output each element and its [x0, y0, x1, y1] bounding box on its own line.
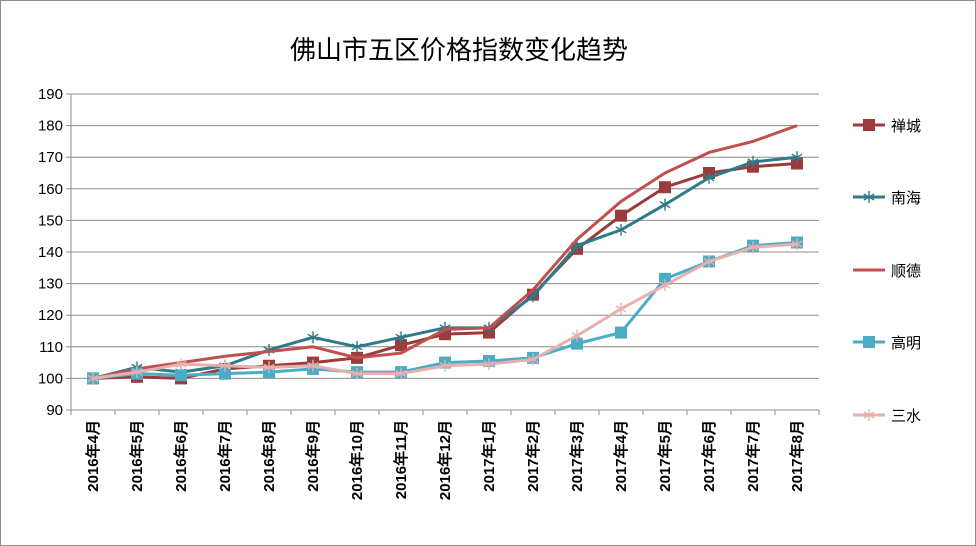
y-tick-label: 180 [38, 118, 63, 135]
x-tick-label: 2017年5月 [656, 420, 674, 492]
data-point [615, 223, 627, 236]
data-point [747, 155, 759, 168]
data-point [395, 367, 407, 380]
x-tick-label: 2016年10月 [348, 420, 366, 500]
x-tick-label: 2016年9月 [304, 420, 322, 492]
y-tick-label: 150 [38, 212, 63, 229]
data-point [791, 157, 803, 170]
data-point [307, 331, 319, 344]
data-point [175, 369, 187, 382]
series-4 [87, 238, 803, 385]
series-2 [92, 124, 798, 380]
x-tick-label: 2017年8月 [788, 420, 806, 492]
y-tick-label: 160 [38, 181, 63, 198]
legend-item: 禅城 [853, 117, 921, 135]
y-tick-label: 110 [39, 339, 63, 356]
x-tick-label: 2016年4月 [84, 420, 102, 492]
x-tick-label: 2017年7月 [744, 420, 762, 492]
x-tick-labels: 2016年4月 2016年5月 2016年6月 2016年7月 2016年8月 2016年… [84, 420, 806, 500]
y-tick-label: 170 [38, 149, 63, 166]
x-tick-label: 2017年6月 [700, 420, 718, 492]
data-point [175, 358, 187, 371]
data-point [351, 340, 363, 353]
x-tick-label: 2016年6月 [172, 420, 190, 492]
data-point [263, 361, 275, 374]
x-tick-label: 2017年4月 [612, 420, 630, 492]
data-point [131, 366, 143, 379]
data-point [615, 209, 627, 222]
data-point [615, 302, 627, 315]
axes [66, 93, 820, 415]
data-point [219, 367, 231, 380]
y-tick-label: 140 [38, 244, 63, 261]
data-point [659, 198, 671, 211]
y-tick-labels: 90 100 110 120 130 140 150 160 170 180 190 [38, 86, 63, 419]
legend-label: 南海 [891, 189, 921, 207]
data-point [571, 329, 583, 342]
series-lines [87, 124, 803, 385]
x-tick-label: 2016年12月 [436, 420, 454, 500]
series-line [92, 124, 798, 380]
y-tick-label: 90 [46, 402, 63, 419]
y-tick-label: 190 [38, 86, 63, 103]
data-point [527, 353, 539, 366]
data-point [703, 255, 715, 268]
data-point [659, 279, 671, 292]
data-point [351, 367, 363, 380]
data-point [747, 241, 759, 254]
chart-title: 佛山市五区价格指数变化趋势 [290, 36, 628, 66]
gridlines [71, 93, 819, 379]
data-point [659, 181, 671, 194]
data-point [571, 337, 583, 350]
data-point [439, 359, 451, 372]
data-point [219, 359, 231, 372]
legend-label: 三水 [891, 407, 921, 425]
data-point [791, 238, 803, 251]
x-tick-label: 2016年7月 [216, 420, 234, 492]
data-point [615, 326, 627, 339]
data-point [87, 372, 99, 385]
data-point [395, 339, 407, 352]
y-tick-label: 120 [38, 307, 63, 324]
legend-marker [863, 191, 875, 203]
legend-marker [863, 409, 875, 421]
data-point [483, 358, 495, 371]
legend-label: 顺德 [891, 262, 921, 280]
x-tick-label: 2017年2月 [524, 420, 542, 492]
x-tick-label: 2016年11月 [392, 420, 410, 499]
legend-label: 高明 [891, 334, 921, 352]
legend-marker [863, 119, 875, 131]
data-point [395, 331, 407, 344]
data-point [307, 359, 319, 372]
legend-label: 禅城 [891, 117, 921, 135]
legend-item: 顺德 [853, 262, 921, 280]
x-tick-label: 2016年8月 [260, 420, 278, 492]
legend-item: 三水 [853, 407, 921, 425]
x-tick-label: 2017年3月 [568, 420, 586, 492]
data-point [659, 272, 671, 285]
legend-item: 高明 [853, 334, 921, 352]
legend-item: 南海 [853, 189, 921, 207]
x-tick-label: 2017年1月 [480, 420, 498, 492]
data-point [703, 171, 715, 184]
series-0 [87, 157, 803, 385]
legend-marker [863, 336, 875, 348]
y-tick-label: 130 [38, 276, 63, 293]
data-point [791, 151, 803, 164]
y-tick-label: 100 [38, 370, 63, 387]
x-tick-label: 2016年5月 [128, 420, 146, 492]
